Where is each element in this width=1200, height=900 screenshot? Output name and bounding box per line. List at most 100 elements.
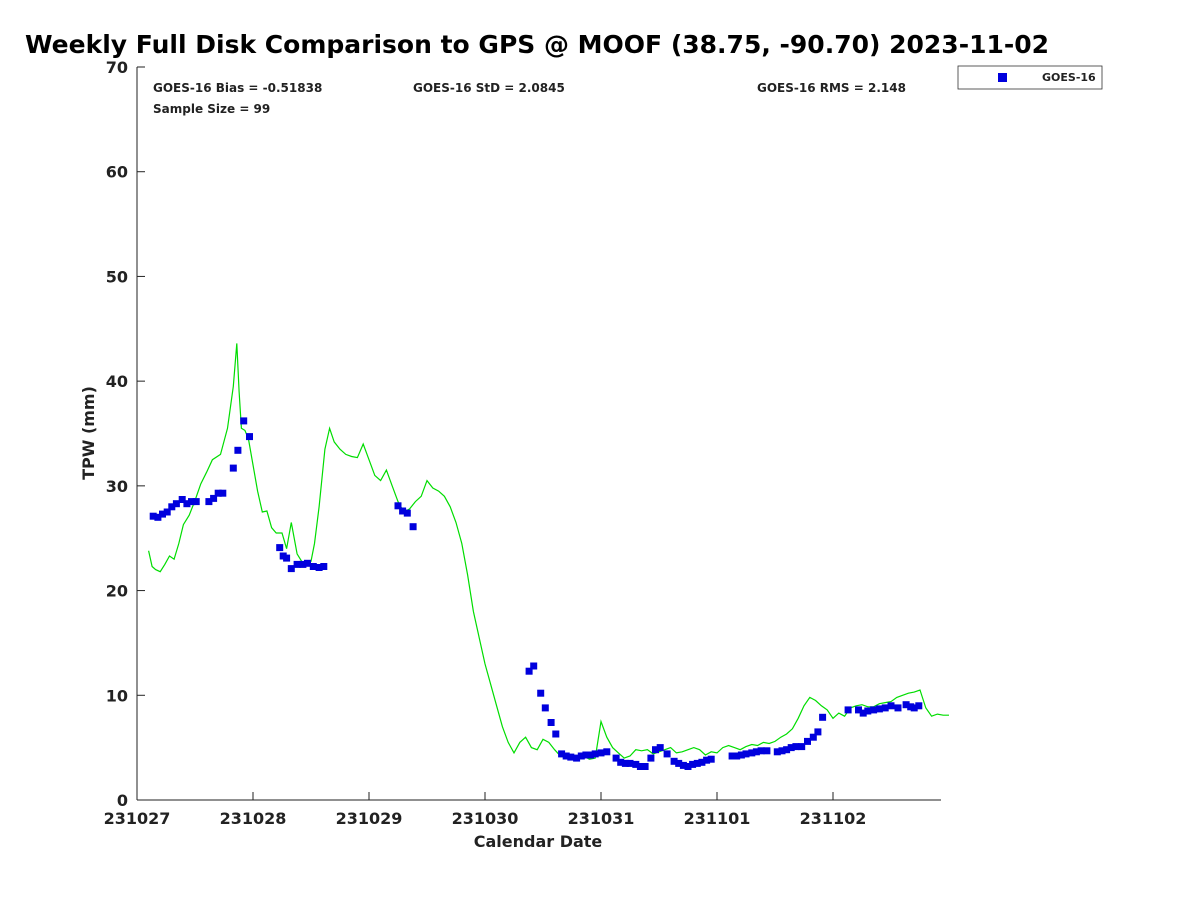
data-point-goes16 — [582, 751, 590, 759]
data-point-goes16 — [168, 503, 176, 511]
data-point-goes16 — [737, 751, 745, 759]
data-point-goes16 — [276, 544, 284, 552]
x-axis-label: Calendar Date — [474, 832, 603, 851]
data-point-goes16 — [881, 704, 889, 712]
data-point-goes16 — [229, 464, 237, 472]
data-point-goes16 — [632, 760, 640, 768]
series-points-goes16 — [149, 417, 923, 770]
data-point-goes16 — [394, 502, 402, 510]
data-point-goes16 — [205, 498, 213, 506]
data-point-goes16 — [315, 564, 323, 571]
data-point-goes16 — [603, 748, 611, 756]
y-ticks: 0 10 20 30 40 50 60 70 — [106, 58, 145, 810]
data-point-goes16 — [541, 704, 549, 712]
y-tick-label: 30 — [106, 477, 128, 496]
legend-label-goes16: GOES-16 — [1042, 71, 1096, 84]
data-point-goes16 — [752, 748, 760, 756]
data-point-goes16 — [597, 749, 605, 757]
data-point-goes16 — [409, 523, 417, 531]
data-point-goes16 — [902, 701, 910, 709]
data-point-goes16 — [844, 706, 852, 714]
data-point-goes16 — [787, 744, 795, 752]
data-point-goes16 — [814, 728, 822, 736]
y-axis-label: TPW (mm) — [79, 386, 98, 480]
data-point-goes16 — [728, 752, 736, 760]
data-point-goes16 — [299, 560, 307, 568]
stat-sample-size: Sample Size = 99 — [153, 102, 270, 116]
data-point-goes16 — [652, 746, 659, 754]
data-point-goes16 — [399, 507, 407, 515]
data-point-goes16 — [693, 759, 701, 767]
data-point-goes16 — [149, 512, 157, 520]
data-point-goes16 — [859, 709, 867, 717]
y-tick-label: 0 — [117, 791, 128, 810]
data-point-goes16 — [819, 713, 827, 721]
data-point-goes16 — [159, 510, 166, 518]
data-point-goes16 — [293, 560, 301, 568]
data-point-goes16 — [320, 563, 328, 570]
data-point-goes16 — [552, 730, 560, 738]
series-line-gps — [148, 343, 949, 761]
data-point-goes16 — [537, 689, 545, 697]
data-point-goes16 — [689, 760, 697, 768]
data-point-goes16 — [573, 754, 581, 762]
data-point-goes16 — [304, 559, 311, 567]
data-point-goes16 — [875, 705, 883, 713]
y-tick-label: 50 — [106, 267, 128, 286]
data-point-goes16 — [855, 706, 862, 714]
data-point-goes16 — [192, 498, 200, 506]
data-point-goes16 — [183, 500, 191, 508]
data-point-goes16 — [783, 746, 791, 754]
data-point-goes16 — [887, 702, 895, 710]
data-point-goes16 — [670, 757, 678, 765]
data-point-goes16 — [577, 752, 585, 760]
data-point-goes16 — [757, 747, 765, 755]
data-point-goes16 — [763, 747, 771, 755]
data-point-goes16 — [915, 702, 923, 710]
data-point-goes16 — [733, 752, 741, 760]
data-point-goes16 — [178, 496, 186, 503]
data-point-goes16 — [707, 755, 715, 763]
x-ticks: 231027 231028 231029 231030 231031 231101 2311… — [104, 792, 867, 828]
data-point-goes16 — [798, 743, 806, 751]
y-tick-label: 60 — [106, 163, 128, 182]
data-point-goes16 — [530, 662, 538, 670]
data-point-goes16 — [214, 489, 222, 497]
x-tick-label: 231028 — [220, 809, 287, 828]
data-point-goes16 — [804, 737, 811, 745]
data-point-goes16 — [240, 417, 248, 425]
data-point-goes16 — [684, 763, 692, 770]
data-point-goes16 — [621, 759, 629, 767]
x-tick-label: 231102 — [800, 809, 867, 828]
data-point-goes16 — [163, 508, 171, 516]
data-point-goes16 — [698, 758, 706, 766]
data-point-goes16 — [748, 749, 756, 757]
stat-bias: GOES-16 Bias = -0.51838 — [153, 81, 322, 95]
data-point-goes16 — [792, 743, 800, 751]
data-point-goes16 — [309, 563, 317, 570]
y-tick-label: 10 — [106, 686, 128, 705]
data-point-goes16 — [587, 751, 595, 759]
data-point-goes16 — [188, 498, 195, 506]
x-tick-label: 231031 — [568, 809, 635, 828]
data-point-goes16 — [663, 750, 671, 758]
stat-rms: GOES-16 RMS = 2.148 — [757, 81, 906, 95]
data-point-goes16 — [647, 754, 655, 762]
data-point-goes16 — [773, 748, 781, 756]
data-point-goes16 — [246, 433, 253, 441]
legend-marker-goes16 — [998, 73, 1007, 82]
data-point-goes16 — [626, 759, 634, 767]
data-point-goes16 — [870, 706, 878, 714]
y-tick-label: 20 — [106, 582, 128, 601]
x-tick-label: 231029 — [336, 809, 403, 828]
data-point-goes16 — [219, 489, 227, 497]
data-point-goes16 — [636, 763, 644, 770]
data-point-goes16 — [894, 704, 902, 712]
stat-std: GOES-16 StD = 2.0845 — [413, 81, 565, 95]
data-point-goes16 — [679, 761, 687, 769]
legend-box — [957, 65, 1103, 90]
data-point-goes16 — [591, 750, 599, 758]
data-point-goes16 — [525, 667, 533, 675]
data-point-goes16 — [703, 756, 711, 764]
